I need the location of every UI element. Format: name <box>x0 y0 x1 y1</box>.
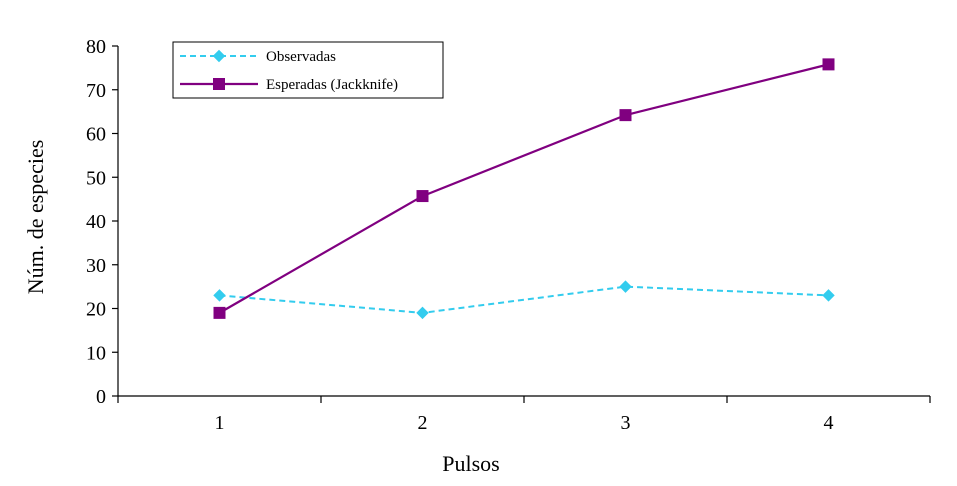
data-point <box>416 306 429 320</box>
y-tick-label: 30 <box>86 255 106 277</box>
legend: Observadas Esperadas (Jackknife) <box>172 41 444 99</box>
legend-label-observadas: Observadas <box>266 49 336 65</box>
legend-marker-esperadas <box>213 78 225 90</box>
y-tick-label: 50 <box>86 167 106 189</box>
series-line-observadas <box>219 285 829 314</box>
y-tick-label: 70 <box>86 80 106 102</box>
data-point <box>822 289 835 302</box>
y-tick-label: 20 <box>86 299 106 321</box>
x-axis-label: Pulsos <box>442 451 499 476</box>
y-tick-label: 10 <box>86 342 106 364</box>
data-point <box>213 306 226 319</box>
series-line-esperadas <box>218 63 829 314</box>
data-point <box>619 280 632 293</box>
legend-marker <box>213 78 225 90</box>
x-tick-label: 4 <box>824 412 834 434</box>
axes: 0 10 20 30 40 50 60 70 80 1 2 3 4 <box>86 36 931 434</box>
x-tick-label: 1 <box>215 412 225 434</box>
data-point <box>619 109 632 122</box>
y-tick-label: 0 <box>96 386 106 408</box>
x-tick-label: 2 <box>418 412 428 434</box>
legend-marker-observadas <box>212 49 226 63</box>
series-layer <box>213 58 835 320</box>
data-point <box>822 58 835 71</box>
y-tick-label: 60 <box>86 124 106 146</box>
y-tick-label: 80 <box>86 36 106 58</box>
x-tick-label: 3 <box>621 412 631 434</box>
data-point <box>213 289 226 302</box>
y-tick-label: 40 <box>86 211 106 233</box>
y-axis-label: Núm. de especies <box>23 140 48 295</box>
legend-marker <box>212 49 226 63</box>
legend-label-esperadas: Esperadas (Jackknife) <box>266 77 398 93</box>
data-point <box>416 190 429 203</box>
